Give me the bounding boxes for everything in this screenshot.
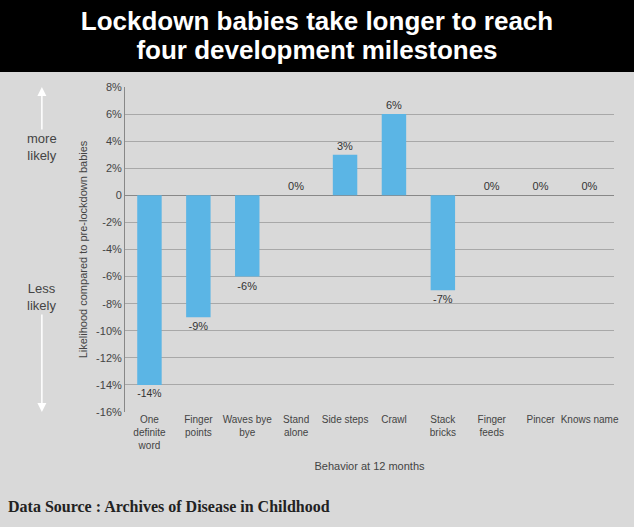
svg-text:-14%: -14% — [96, 379, 122, 391]
svg-text:Likelihood compared to pre-loc: Likelihood compared to pre-lockdown babi… — [77, 140, 89, 358]
svg-text:-12%: -12% — [96, 352, 122, 364]
svg-text:-6%: -6% — [237, 280, 257, 292]
svg-text:-14%: -14% — [137, 388, 161, 399]
svg-text:0: 0 — [116, 189, 122, 201]
svg-text:Fingerpoints: Fingerpoints — [184, 414, 213, 438]
svg-text:Side steps: Side steps — [322, 414, 369, 425]
svg-text:Knows name: Knows name — [561, 414, 619, 425]
svg-text:-8%: -8% — [102, 298, 122, 310]
svg-text:4%: 4% — [106, 135, 122, 147]
svg-text:2%: 2% — [106, 162, 122, 174]
html-text:Data Source : Archives of Dise: Data Source : Archives of Disease in Chi… — [8, 498, 330, 515]
svg-text:morelikely: morelikely — [27, 131, 57, 163]
svg-text:Behavior at 12 months: Behavior at 12 months — [314, 460, 425, 472]
svg-text:Stackbricks: Stackbricks — [430, 414, 457, 438]
svg-text:0%: 0% — [484, 180, 500, 192]
html-text:four development milestones: four development milestones — [136, 35, 498, 65]
svg-text:6%: 6% — [106, 108, 122, 120]
html-text:Lockdown babies take longer to: Lockdown babies take longer to reach — [80, 5, 554, 36]
svg-text:Pincer: Pincer — [526, 414, 555, 425]
svg-text:Standalone: Standalone — [283, 414, 309, 438]
svg-text:-16%: -16% — [96, 406, 122, 418]
svg-text:8%: 8% — [106, 81, 122, 93]
svg-text:6%: 6% — [386, 99, 402, 111]
svg-text:0%: 0% — [581, 180, 597, 192]
svg-text:Crawl: Crawl — [381, 414, 407, 425]
svg-text:0%: 0% — [288, 180, 304, 192]
svg-text:-9%: -9% — [188, 320, 208, 332]
svg-text:Lesslikely: Lesslikely — [27, 281, 56, 313]
svg-text:Fingerfeeds: Fingerfeeds — [478, 414, 507, 438]
svg-text:-4%: -4% — [102, 243, 122, 255]
svg-text:0%: 0% — [533, 180, 549, 192]
svg-text:Onedefiniteword: Onedefiniteword — [133, 414, 166, 451]
svg-text:3%: 3% — [337, 140, 353, 152]
svg-text:-7%: -7% — [433, 293, 453, 305]
svg-text:Waves byebye: Waves byebye — [223, 414, 273, 438]
svg-text:-10%: -10% — [96, 325, 122, 337]
svg-text:-6%: -6% — [102, 270, 122, 282]
svg-text:-2%: -2% — [102, 216, 122, 228]
